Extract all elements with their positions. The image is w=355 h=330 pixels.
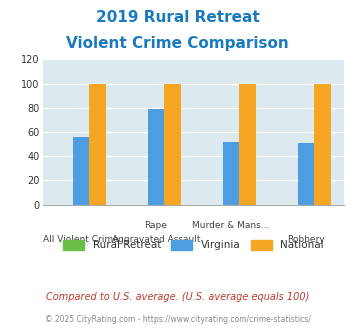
Text: Aggravated Assault: Aggravated Assault	[112, 235, 200, 244]
Text: All Violent Crime: All Violent Crime	[43, 235, 119, 244]
Bar	[148, 109, 164, 205]
Text: Compared to U.S. average. (U.S. average equals 100): Compared to U.S. average. (U.S. average …	[46, 292, 309, 302]
Bar	[73, 137, 89, 205]
Bar	[89, 83, 106, 205]
Bar	[223, 142, 239, 205]
Text: Violent Crime Comparison: Violent Crime Comparison	[66, 36, 289, 51]
Bar	[239, 83, 256, 205]
Text: Robbery: Robbery	[287, 235, 325, 244]
Text: 2019 Rural Retreat: 2019 Rural Retreat	[95, 10, 260, 25]
Bar	[297, 143, 314, 205]
Legend: Rural Retreat, Virginia, National: Rural Retreat, Virginia, National	[59, 235, 328, 254]
Bar	[164, 83, 181, 205]
Text: Rape: Rape	[144, 221, 168, 230]
Text: © 2025 CityRating.com - https://www.cityrating.com/crime-statistics/: © 2025 CityRating.com - https://www.city…	[45, 315, 310, 324]
Text: Murder & Mans...: Murder & Mans...	[192, 221, 270, 230]
Bar	[314, 83, 331, 205]
